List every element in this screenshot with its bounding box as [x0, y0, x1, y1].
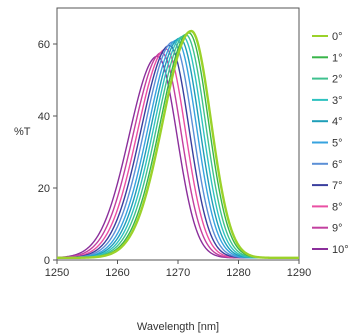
legend: 0° 1° 2° 3° 4° 5° 6° 7° 8° 9° 10°	[312, 31, 349, 256]
series-layer	[56, 29, 299, 260]
series-line-2	[57, 33, 299, 259]
x-tick-label: 1260	[105, 267, 129, 279]
x-tick-label: 1290	[287, 267, 311, 279]
legend-label: 5°	[332, 138, 343, 150]
x-ticks: 1250 1260 1270 1280 1290	[45, 260, 311, 279]
x-tick-label: 1270	[166, 267, 190, 279]
y-tick-label: 40	[38, 111, 50, 123]
y-tick-label: 20	[38, 183, 50, 195]
series-line-8	[56, 48, 299, 259]
legend-label: 1°	[332, 52, 343, 64]
legend-label: 9°	[332, 223, 343, 235]
legend-label: 3°	[332, 95, 343, 107]
series-line-3	[57, 35, 299, 259]
y-tick-label: 0	[44, 255, 50, 267]
x-tick-label: 1250	[45, 267, 69, 279]
legend-label: 2°	[332, 74, 343, 86]
y-axis-title: %T	[14, 126, 31, 138]
series-line-4	[57, 37, 299, 259]
legend-label: 0°	[332, 31, 343, 43]
legend-label: 8°	[332, 201, 343, 213]
y-ticks: 0 20 40 60	[38, 39, 57, 267]
series-line-7	[56, 44, 299, 259]
legend-label: 6°	[332, 159, 343, 171]
plot-frame	[56, 7, 300, 261]
legend-label: 4°	[332, 116, 343, 128]
y-tick-label: 60	[38, 39, 50, 51]
legend-label: 10°	[332, 244, 349, 256]
series-line-6	[56, 41, 299, 259]
series-line-5	[57, 39, 299, 259]
x-axis-title: Wavelength [nm]	[137, 321, 219, 333]
series-line-0	[57, 29, 299, 260]
x-tick-label: 1280	[226, 267, 250, 279]
legend-label: 7°	[332, 180, 343, 192]
